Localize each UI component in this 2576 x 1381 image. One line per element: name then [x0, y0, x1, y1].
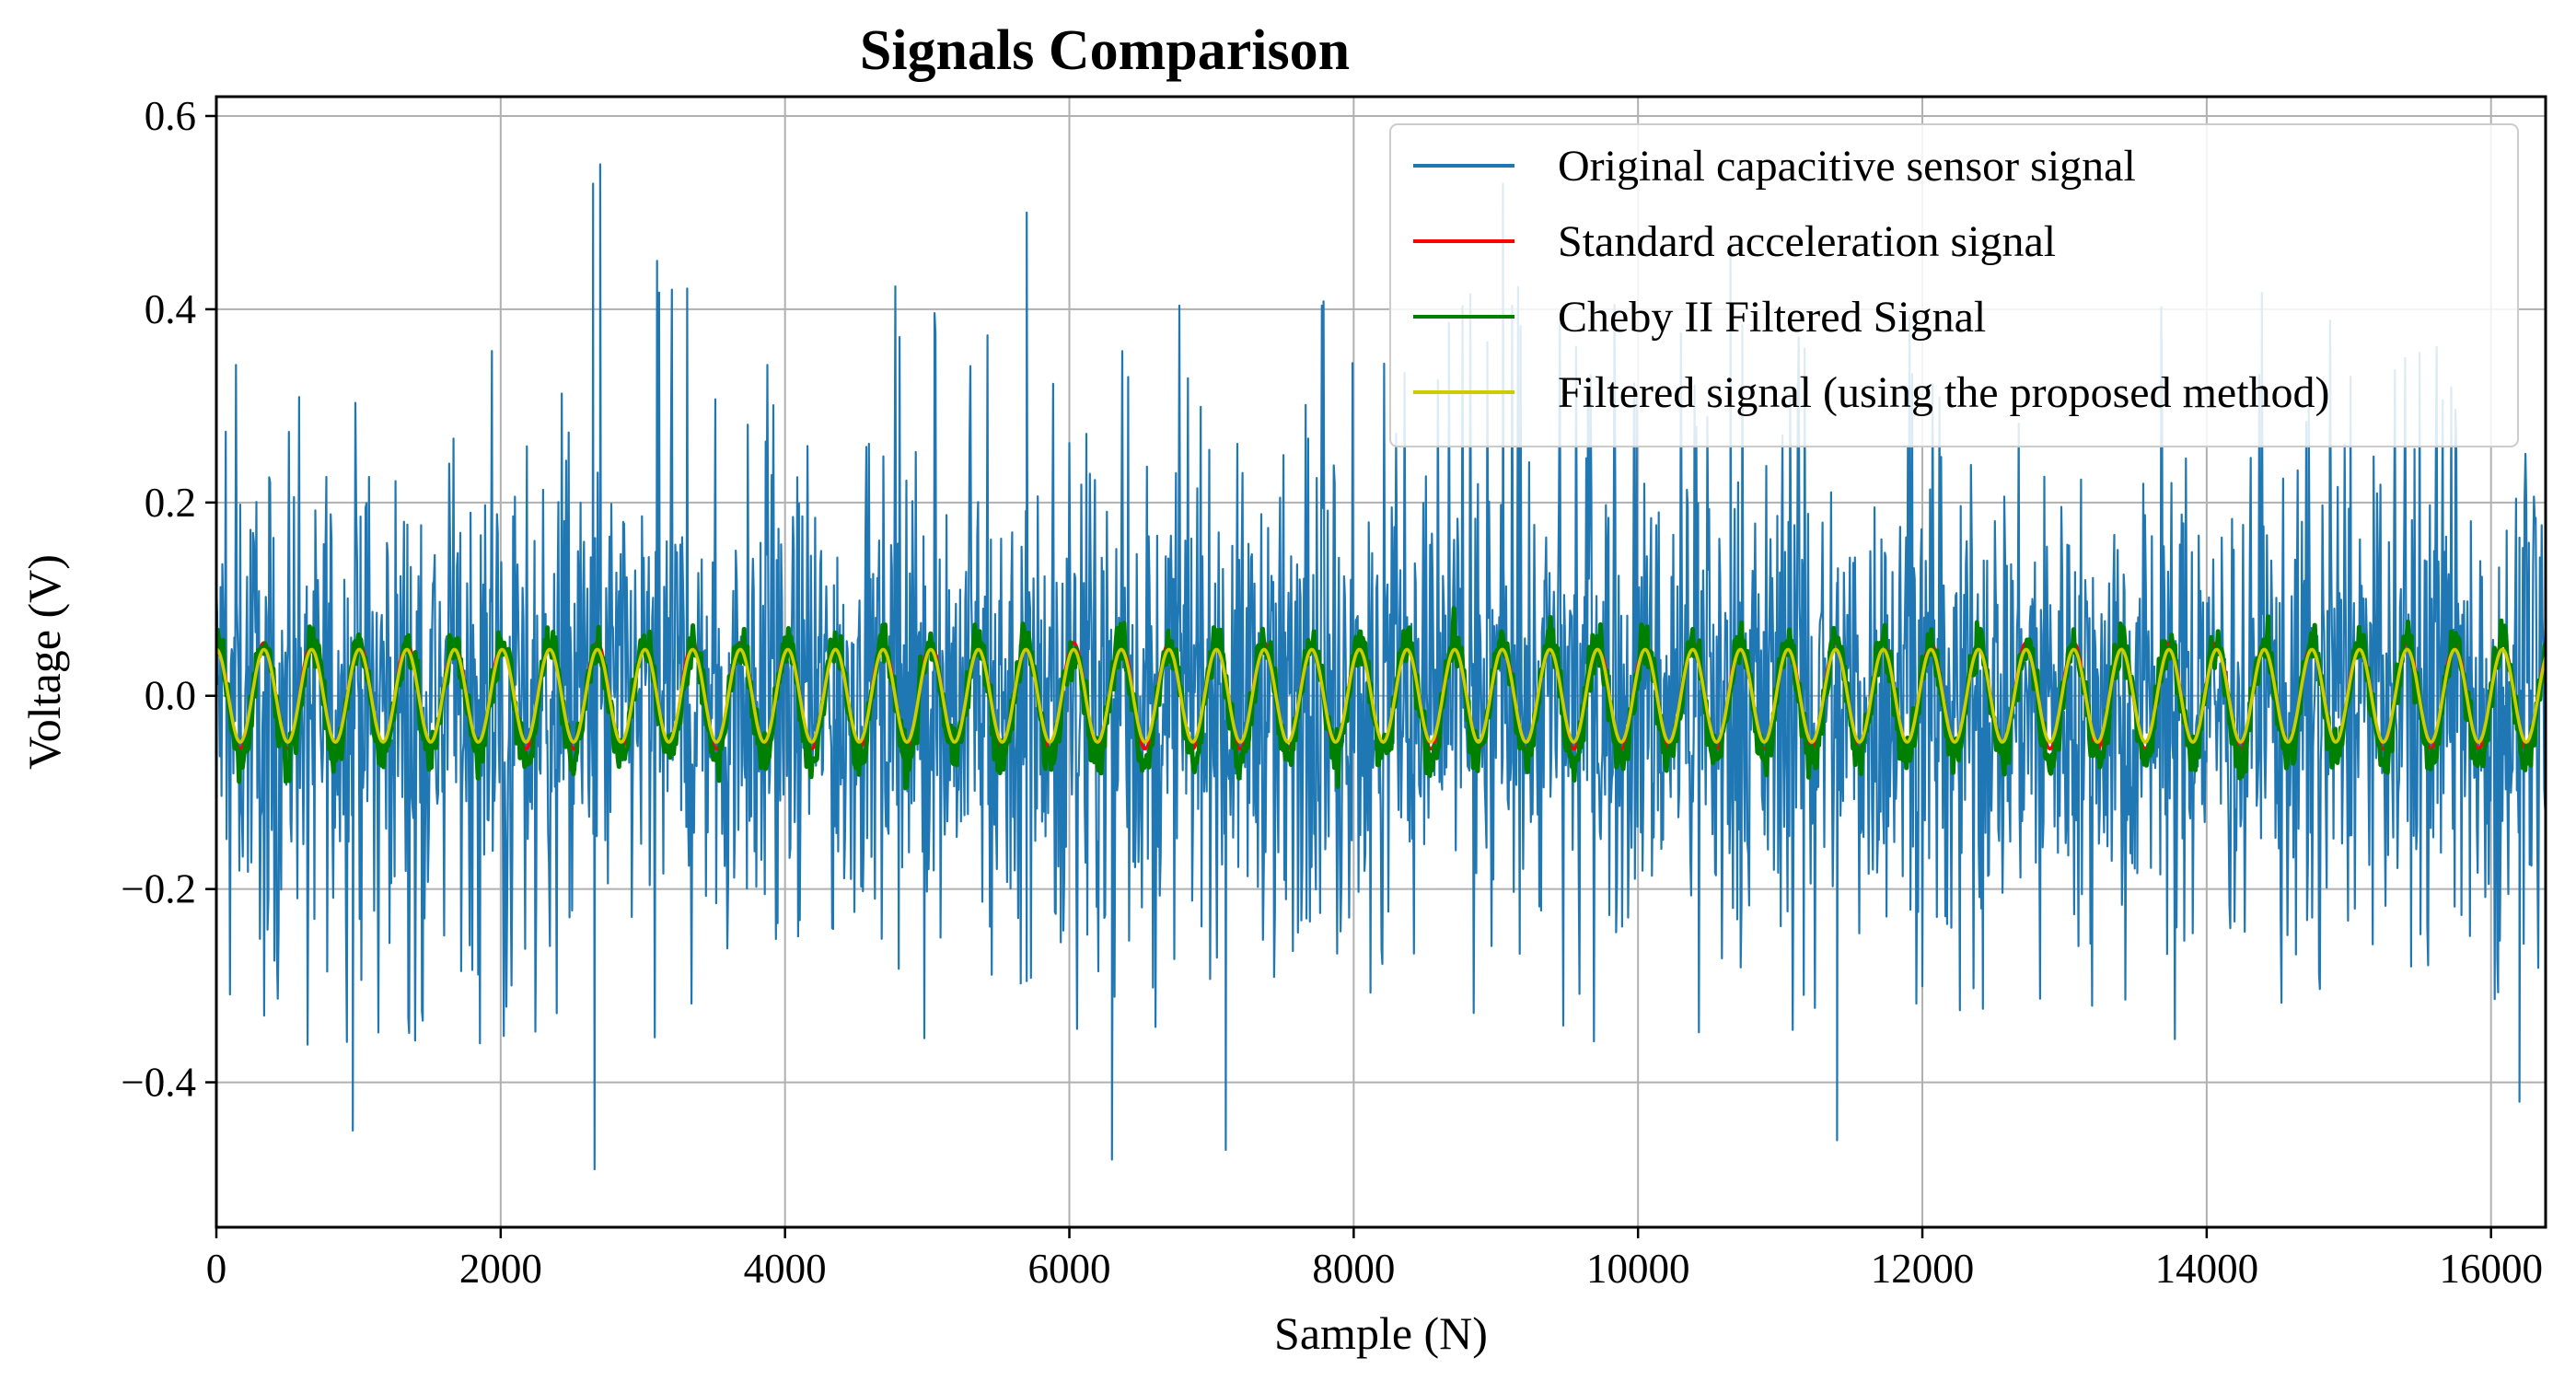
legend-label-1: Standard acceleration signal [1558, 217, 2056, 266]
series-line-3 [216, 647, 2546, 744]
chart-title: Signals Comparison [860, 19, 1350, 82]
y-tick-label: −0.2 [121, 866, 196, 912]
legend-label-2: Cheby II Filtered Signal [1558, 293, 1986, 342]
x-tick-label: 6000 [1028, 1246, 1111, 1292]
legend: Original capacitive sensor signal Standar… [1389, 123, 2519, 447]
plot-frame [215, 95, 2547, 1229]
series-layer [216, 163, 2546, 1171]
x-tick-label: 0 [206, 1246, 227, 1292]
y-tick-label: 0.6 [145, 93, 196, 139]
x-tick-label: 14000 [2155, 1246, 2259, 1292]
y-axis-label: Voltage (V) [18, 554, 70, 770]
x-tick-label: 2000 [459, 1246, 542, 1292]
x-tick-label: 10000 [1586, 1246, 1690, 1292]
x-axis-label: Sample (N) [1274, 1307, 1488, 1359]
y-tick-label: −0.4 [121, 1060, 196, 1106]
x-tick-label: 8000 [1312, 1246, 1395, 1292]
y-tick-label: 0.2 [145, 480, 196, 526]
x-tick-label: 12000 [1871, 1246, 1975, 1292]
y-tick-label: 0.0 [145, 673, 196, 719]
x-axis: 0 2000 4000 6000 8000 10000 12000 14000 16000 [206, 1227, 2543, 1292]
legend-box [1389, 123, 2519, 447]
legend-label-0: Original capacitive sensor signal [1558, 142, 2136, 191]
y-axis: −0.4 −0.2 0.0 0.2 0.4 0.6 [121, 93, 216, 1106]
x-tick-label: 16000 [2439, 1246, 2543, 1292]
y-tick-label: 0.4 [145, 286, 196, 332]
x-tick-label: 4000 [744, 1246, 827, 1292]
legend-label-3: Filtered signal (using the proposed meth… [1558, 368, 2330, 417]
